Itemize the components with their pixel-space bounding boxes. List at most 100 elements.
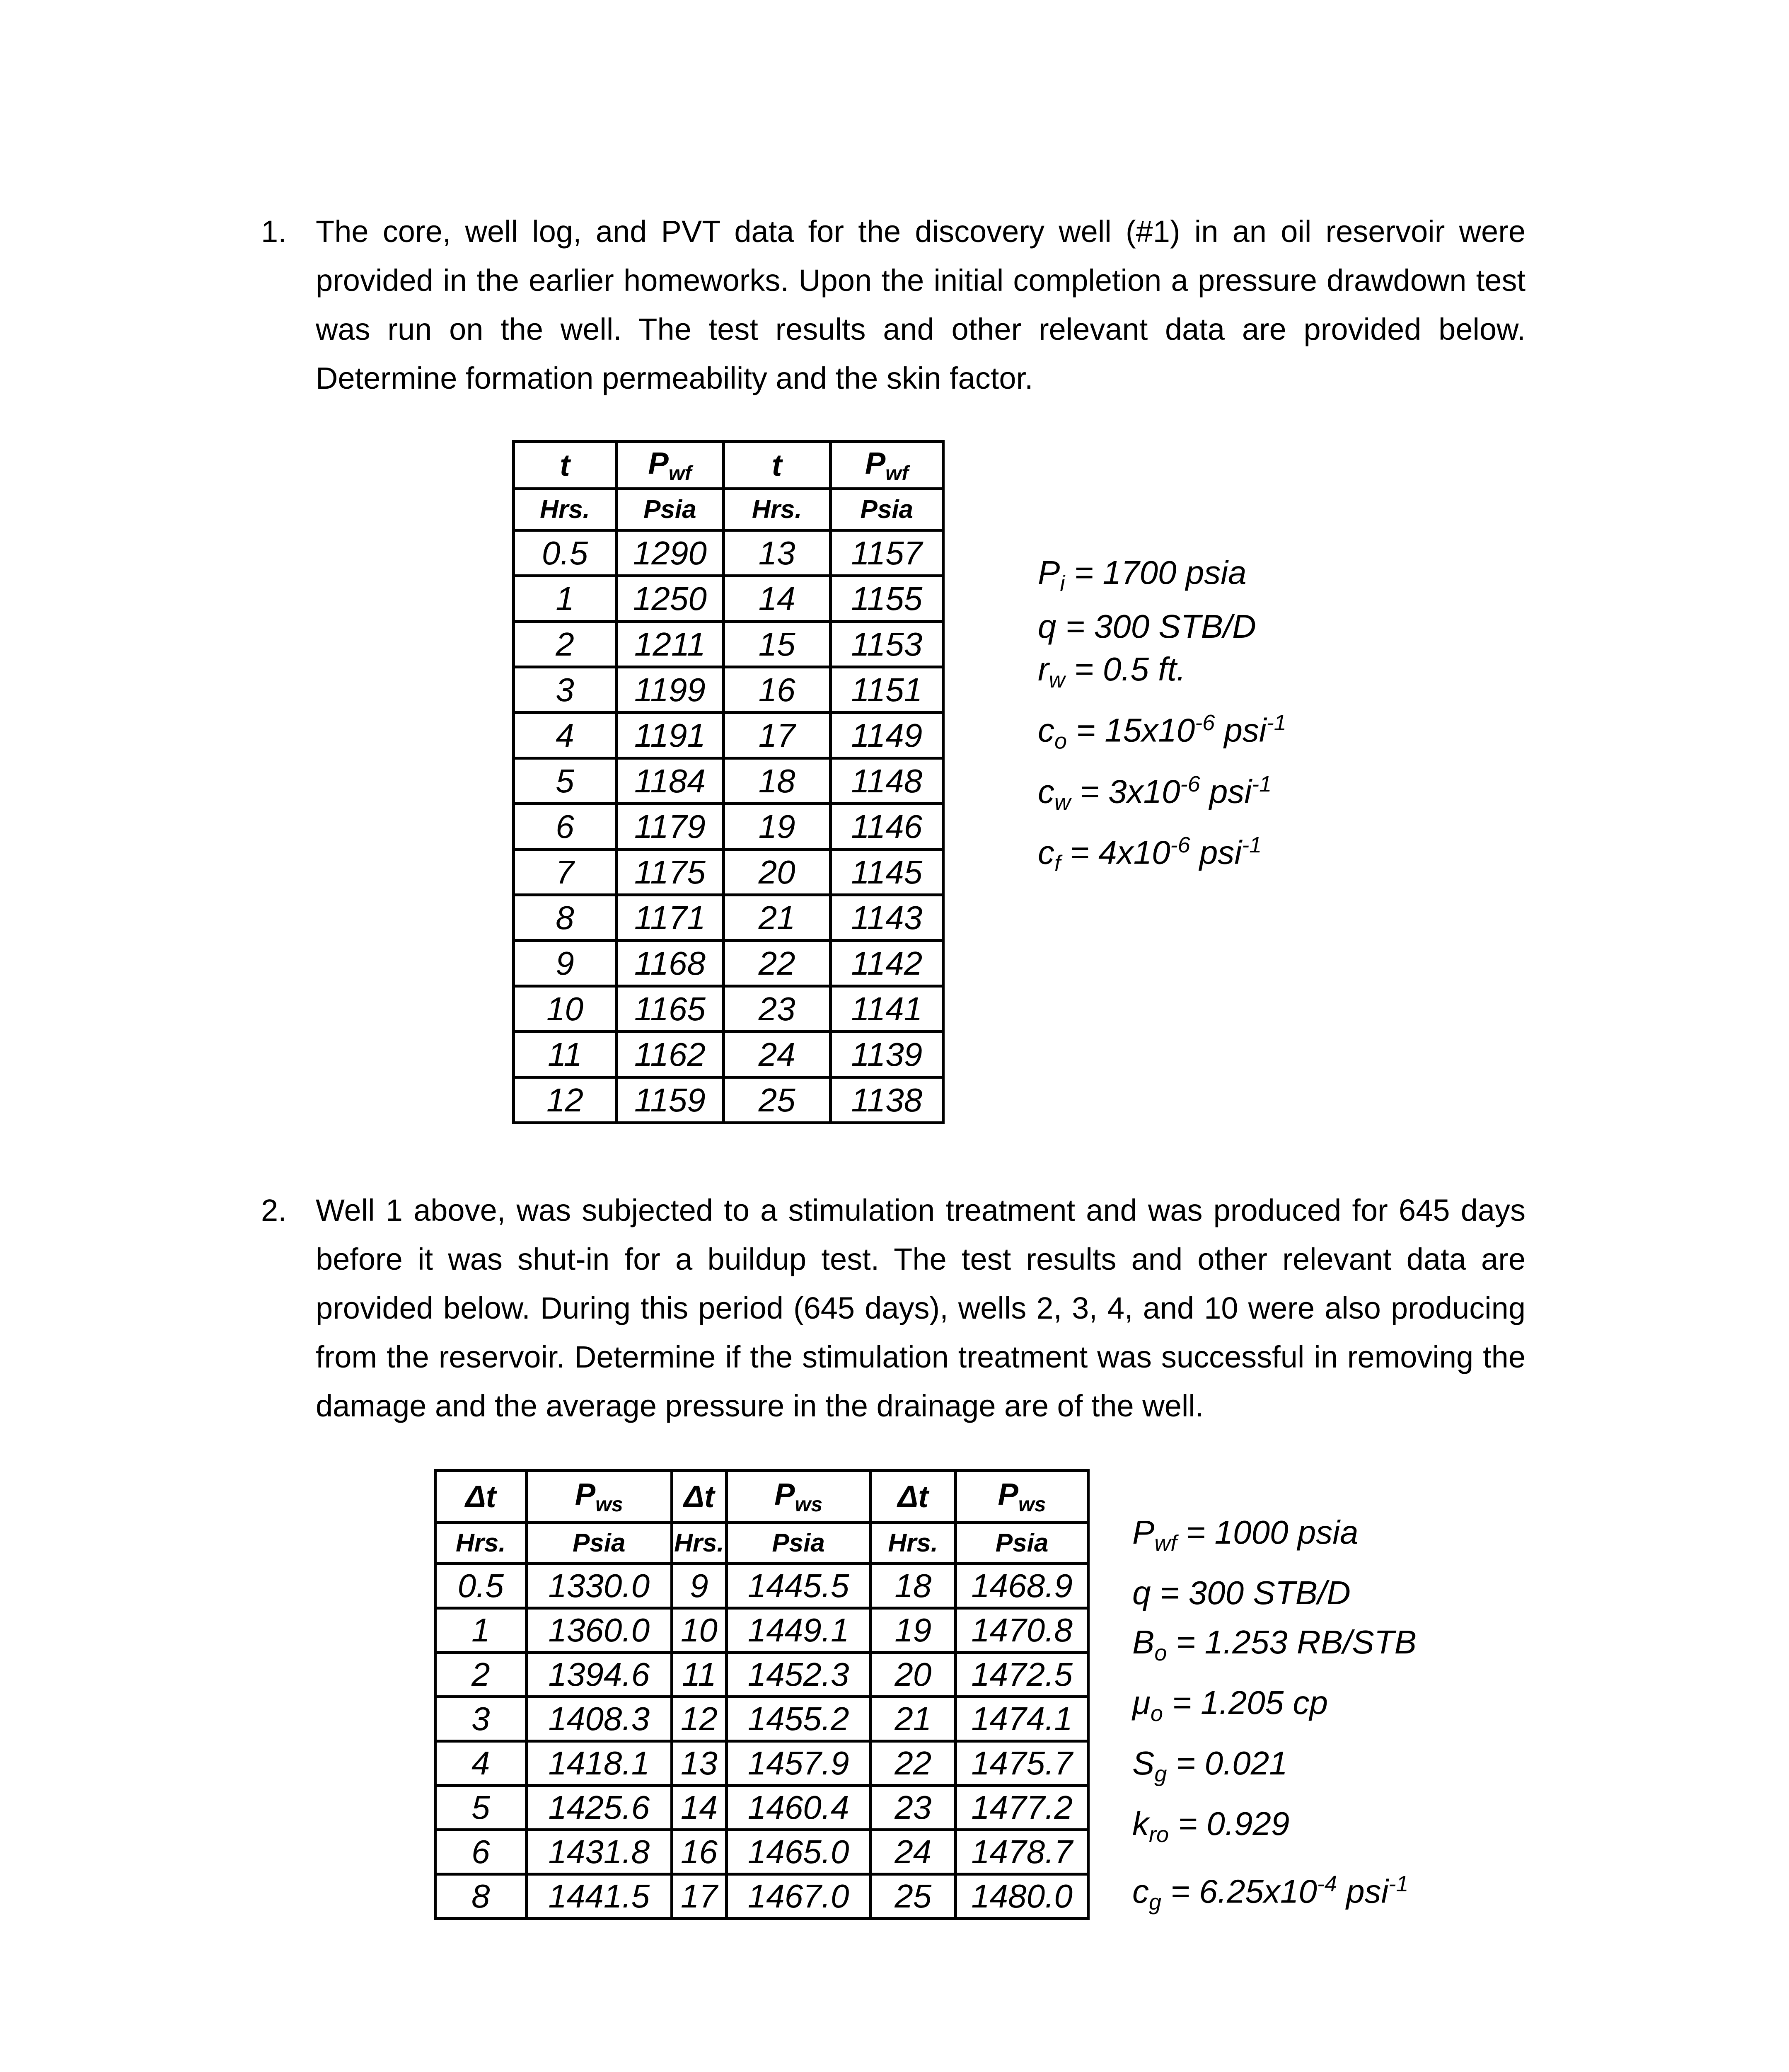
table-cell: 14 <box>722 574 832 623</box>
table-cell: 1139 <box>829 1030 945 1079</box>
parameter-text: = 4x10 <box>1061 834 1170 871</box>
parameter-text: ro <box>1149 1822 1169 1847</box>
table-cell: 21 <box>869 1695 957 1743</box>
parameter-line: cg = 6.25x10-4 psi-1 <box>1132 1859 1417 1927</box>
table-cell: 12 <box>670 1695 728 1743</box>
table-row: 3 1408.3 12 1455.2 21 1474.1 <box>434 1695 1090 1743</box>
table-cell: 1175 <box>614 848 725 896</box>
table-cell: 23 <box>869 1784 957 1831</box>
table-row: 5 1184 18 1148 <box>512 757 945 805</box>
table-row: 12 1159 25 1138 <box>512 1076 945 1124</box>
table-cell: 3 <box>434 1695 528 1743</box>
table-row: 7 1175 20 1145 <box>512 848 945 896</box>
header-symbol: Δt <box>897 1479 928 1514</box>
parameter-text: P <box>1132 1514 1155 1551</box>
table-cell: 1475.7 <box>954 1740 1090 1787</box>
table-cell: 7 <box>512 848 618 896</box>
unit-cell: Hrs. <box>869 1521 957 1565</box>
unit-cell: Hrs. <box>670 1521 728 1565</box>
table-row: 11 1162 24 1139 <box>512 1030 945 1079</box>
header-row-symbols: t Pwf t Pwf <box>512 440 945 490</box>
table-cell: 1480.0 <box>954 1873 1090 1920</box>
parameter-text: q = 300 STB/D <box>1132 1574 1351 1611</box>
table-cell: 1394.6 <box>525 1651 673 1698</box>
table-row: 9 1168 22 1142 <box>512 939 945 988</box>
table-cell: 5 <box>512 757 618 805</box>
table-row: 3 1199 16 1151 <box>512 666 945 714</box>
header-symbol: t <box>771 448 782 482</box>
header-subscript: wf <box>885 461 909 485</box>
table-cell: 1452.3 <box>725 1651 872 1698</box>
parameter-text: o <box>1154 1641 1167 1665</box>
header-symbol: P <box>774 1477 795 1512</box>
table-row: 10 1165 23 1141 <box>512 985 945 1033</box>
parameter-text: c <box>1038 773 1054 810</box>
table-cell: 9 <box>512 939 618 988</box>
unit-cell: Psia <box>725 1521 872 1565</box>
table-row: 1 1360.0 10 1449.1 19 1470.8 <box>434 1607 1090 1654</box>
parameter-text: f <box>1054 851 1061 876</box>
table-cell: 1146 <box>829 802 945 851</box>
table-cell: 1457.9 <box>725 1740 872 1787</box>
buildup-test-table: Δt Pws Δt Pws Δt Pws Hrs. Psia Hrs. Psia Hrs. Psia 0… <box>434 1469 1090 1920</box>
table-cell: 17 <box>670 1873 728 1920</box>
table-cell: 1360.0 <box>525 1607 673 1654</box>
parameter-text: c <box>1038 712 1054 749</box>
table-cell: 1148 <box>829 757 945 805</box>
parameter-text: = 0.5 ft. <box>1065 651 1186 687</box>
table-cell: 1142 <box>829 939 945 988</box>
table-cell: 22 <box>869 1740 957 1787</box>
parameter-text: psi <box>1215 712 1267 749</box>
table-cell: 25 <box>722 1076 832 1124</box>
table-cell: 1157 <box>829 529 945 577</box>
parameter-text: -1 <box>1242 833 1262 858</box>
table-cell: 1290 <box>614 529 725 577</box>
table-cell: 5 <box>434 1784 528 1831</box>
header-cell: Pwf <box>614 440 725 490</box>
question-1-number: 1. <box>261 214 287 249</box>
parameter-text: psi <box>1200 773 1252 810</box>
header-cell: Pws <box>725 1469 872 1524</box>
table-cell: 6 <box>434 1828 528 1876</box>
table-cell: 4 <box>512 711 618 760</box>
parameter-text: = 1000 psia <box>1177 1514 1359 1551</box>
table-cell: 1474.1 <box>954 1695 1090 1743</box>
table-cell: 0.5 <box>512 529 618 577</box>
table-row: 5 1425.6 14 1460.4 23 1477.2 <box>434 1784 1090 1831</box>
drawdown-test-table: t Pwf t Pwf Hrs. Psia Hrs. Psia 0.5 1290 13 1157 1 12… <box>512 440 945 1124</box>
table-cell: 6 <box>512 802 618 851</box>
unit-cell: Hrs. <box>434 1521 528 1565</box>
table-cell: 12 <box>512 1076 618 1124</box>
table-cell: 1431.8 <box>525 1828 673 1876</box>
question-1-text: The core, well log, and PVT data for the… <box>316 214 1525 395</box>
table-cell: 1165 <box>614 985 725 1033</box>
table-row: 4 1418.1 13 1457.9 22 1475.7 <box>434 1740 1090 1787</box>
parameter-text: o <box>1054 729 1067 754</box>
table-cell: 1153 <box>829 620 945 668</box>
parameter-line: μo = 1.205 cp <box>1132 1678 1417 1738</box>
table-cell: 11 <box>512 1030 618 1079</box>
table-row: 6 1179 19 1146 <box>512 802 945 851</box>
table-cell: 21 <box>722 893 832 942</box>
table-cell: 1191 <box>614 711 725 760</box>
parameter-text: w <box>1054 790 1071 815</box>
parameter-text: wf <box>1154 1531 1177 1556</box>
parameter-text: -4 <box>1317 1871 1337 1896</box>
header-row-symbols: Δt Pws Δt Pws Δt Pws <box>434 1469 1090 1524</box>
table-row: 8 1441.5 17 1467.0 25 1480.0 <box>434 1873 1090 1920</box>
table-cell: 1184 <box>614 757 725 805</box>
table-cell: 1155 <box>829 574 945 623</box>
table-cell: 1199 <box>614 666 725 714</box>
header-subscript: wf <box>668 461 692 485</box>
header-symbol: Δt <box>465 1479 496 1514</box>
parameter-text: -6 <box>1195 710 1215 735</box>
parameter-line: Pwf = 1000 psia <box>1132 1508 1417 1568</box>
header-symbol: P <box>648 445 669 480</box>
table-cell: 1159 <box>614 1076 725 1124</box>
table-cell: 24 <box>722 1030 832 1079</box>
table-cell: 1151 <box>829 666 945 714</box>
header-symbol: Δt <box>684 1479 715 1514</box>
parameter-line: kro = 0.929 <box>1132 1799 1417 1859</box>
table-cell: 24 <box>869 1828 957 1876</box>
table-cell: 22 <box>722 939 832 988</box>
